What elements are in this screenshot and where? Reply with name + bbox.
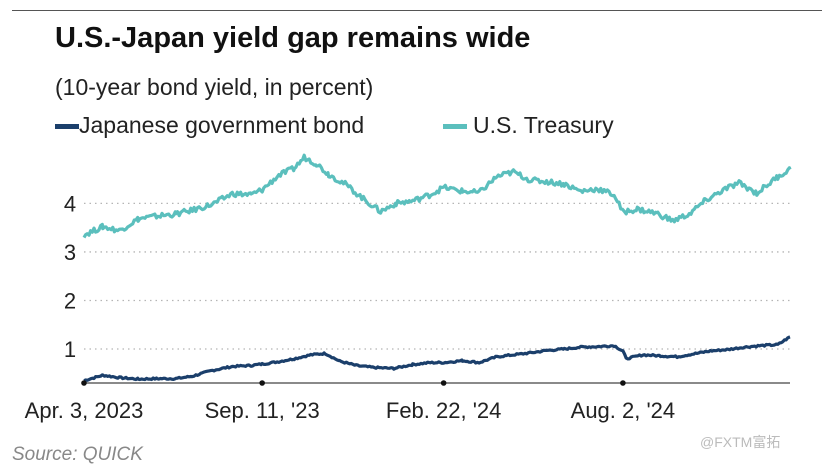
x-tick-dot-0 (81, 380, 87, 386)
series-lines (82, 153, 792, 383)
x-tick-label-0: Apr. 3, 2023 (25, 398, 144, 423)
grid-lines (84, 202, 790, 350)
legend-label-jgb: Japanese government bond (79, 112, 365, 138)
legend-label-ust: U.S. Treasury (473, 112, 614, 138)
y-tick-label-2: 2 (64, 288, 76, 313)
y-tick-label-1: 1 (64, 337, 76, 362)
chart-subtitle: (10-year bond yield, in percent) (55, 74, 374, 100)
x-tick-dot-1 (259, 380, 265, 386)
y-tick-label-4: 4 (64, 191, 76, 216)
top-rule (12, 10, 822, 11)
x-tick-label-1: Sep. 11, '23 (205, 398, 320, 423)
source-note: Source: QUICK (12, 444, 143, 465)
legend-swatch-jgb (55, 124, 79, 129)
chart-title: U.S.-Japan yield gap remains wide (55, 22, 531, 54)
x-tick-dot-3 (620, 380, 626, 386)
y-tick-labels: 1 2 3 4 (64, 191, 76, 362)
x-tick-label-3: Aug. 2, '24 (571, 398, 676, 423)
y-tick-label-3: 3 (64, 240, 76, 265)
watermark: @FXTM富拓 (700, 434, 781, 450)
x-tick-dot-2 (440, 380, 447, 386)
x-axis (81, 380, 790, 386)
series-line-jgb (83, 335, 791, 383)
series-line-ust (82, 153, 792, 239)
x-tick-labels: Apr. 3, 2023 Sep. 11, '23 Feb. 22, '24 Aug.… (25, 398, 675, 423)
x-tick-label-2: Feb. 22, '24 (386, 398, 502, 423)
legend-swatch-ust (443, 124, 467, 129)
